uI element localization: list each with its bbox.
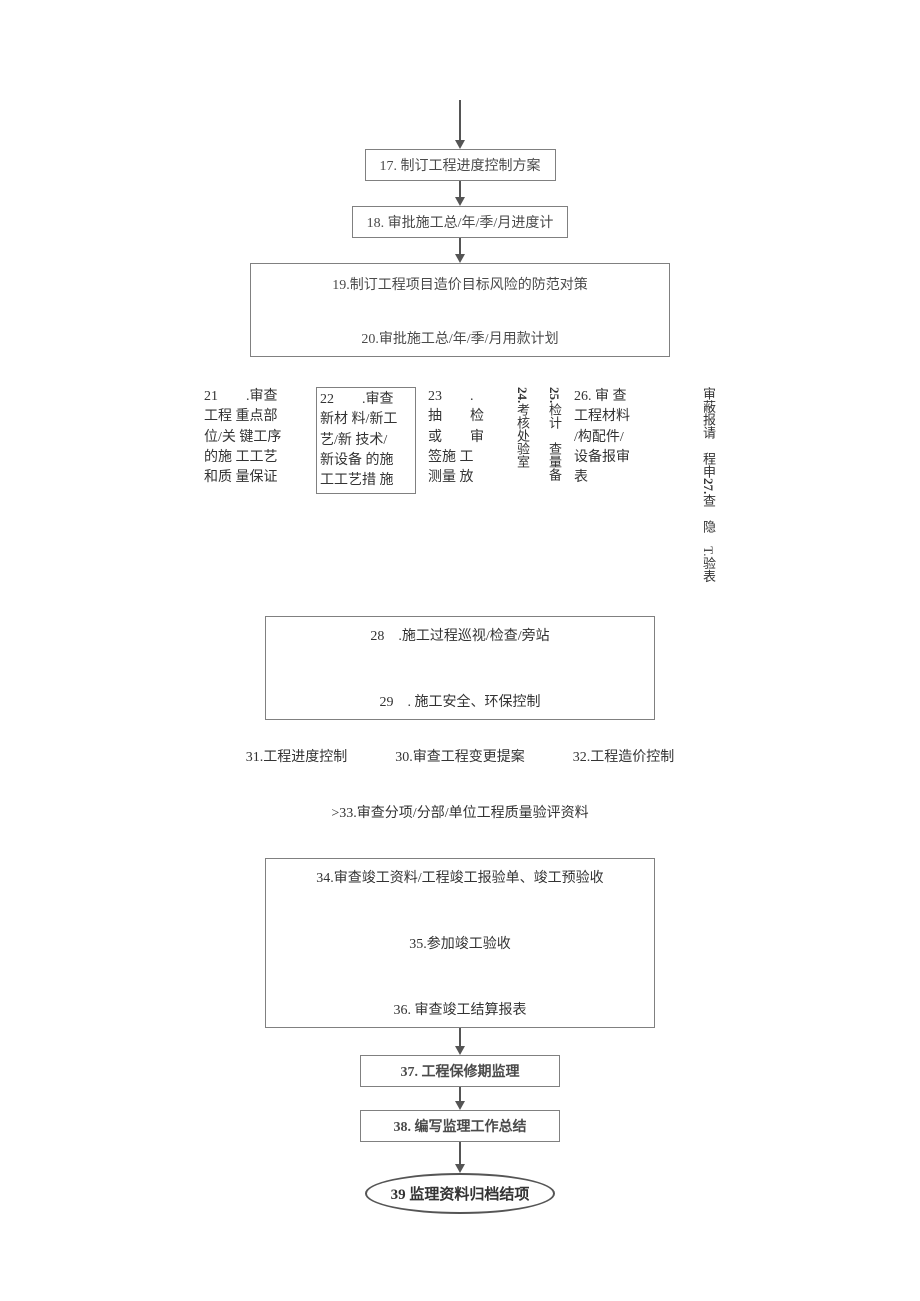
node-19-20: 19.制订工程项目造价目标风险的防范对策 20.审批施工总/年/季/月用款计划 <box>250 263 670 357</box>
node-38: 38. 编写监理工作总结 <box>360 1110 560 1142</box>
node-17: 17. 制订工程进度控制方案 <box>365 149 556 181</box>
node-33: >33.审查分项/分部/单位工程质量验评资料 <box>331 802 588 822</box>
node-24: 24.考核处验室 <box>510 387 530 468</box>
node-23: 23 . 抽 检 或 审 签施 工 测量 放 <box>428 387 498 488</box>
arrow-17-18 <box>455 181 465 206</box>
arrow-18-19 <box>455 238 465 263</box>
node-28-29: 28 .施工过程巡视/检查/旁站 29 . 施工安全、环保控制 <box>265 616 655 720</box>
parallel-row-21-27: 21 .审查 工程 重点部 位/关 键工序 的施 工工艺 和质 量保证 22 .… <box>204 387 716 582</box>
node-25: 25.检计 查量备 <box>542 387 562 481</box>
row-30-32: 31.工程进度控制 30.审查工程变更提案 32.工程造价控制 <box>246 746 675 766</box>
node-35-line: 35.参加竣工验收 <box>266 925 654 961</box>
arrow-top-to-17 <box>455 100 465 149</box>
node-19-line: 19.制订工程项目造价目标风险的防范对策 <box>265 274 655 294</box>
node-21: 21 .审查 工程 重点部 位/关 键工序 的施 工工艺 和质 量保证 <box>204 387 304 488</box>
node-27: 审蔽报请 程申27.查 隐 T.验表 <box>671 387 716 582</box>
node-32: 32.工程造价控制 <box>573 746 675 766</box>
node-31: 31.工程进度控制 <box>246 746 348 766</box>
node-20-line: 20.审批施工总/年/季/月用款计划 <box>265 328 655 348</box>
node-22: 22 .审查 新材 料/新工 艺/新 技术/ 新设备 的施 工工艺措 施 <box>316 387 416 494</box>
node-37: 37. 工程保修期监理 <box>360 1055 560 1087</box>
node-39: 39 监理资料归档结项 <box>365 1173 556 1214</box>
arrow-38-39 <box>455 1142 465 1173</box>
node-30: 30.审查工程变更提案 <box>395 746 525 766</box>
node-26: 26. 审 查 工程材料 /构配件/ 设备报审 表 <box>574 387 659 488</box>
node-34-line: 34.审查竣工资料/工程竣工报验单、竣工预验收 <box>266 859 654 895</box>
node-34-36: 34.审查竣工资料/工程竣工报验单、竣工预验收 35.参加竣工验收 36. 审查… <box>265 858 655 1028</box>
node-29-line: 29 . 施工安全、环保控制 <box>266 683 654 719</box>
flowchart-root: 17. 制订工程进度控制方案 18. 审批施工总/年/季/月进度计 19.制订工… <box>0 100 920 1214</box>
node-36-line: 36. 审查竣工结算报表 <box>266 991 654 1027</box>
node-28-line: 28 .施工过程巡视/检查/旁站 <box>266 617 654 653</box>
arrow-36-37 <box>455 1028 465 1055</box>
arrow-37-38 <box>455 1087 465 1110</box>
node-18: 18. 审批施工总/年/季/月进度计 <box>352 206 569 238</box>
